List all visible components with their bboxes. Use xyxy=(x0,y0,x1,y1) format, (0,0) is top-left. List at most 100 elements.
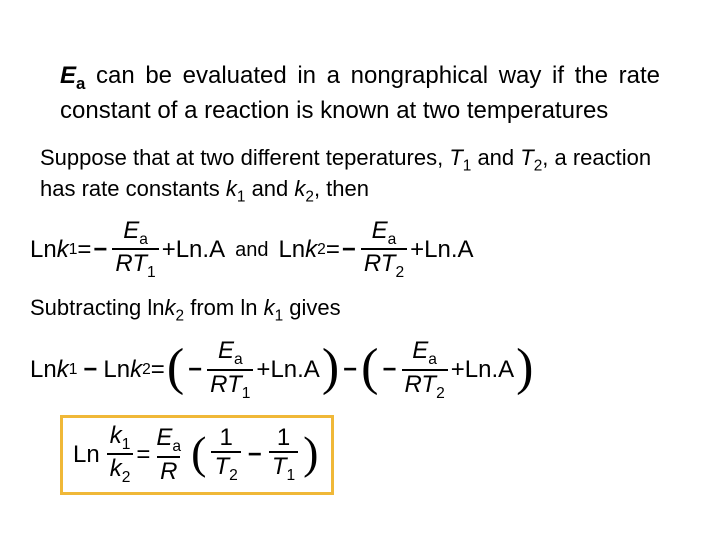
suppose-and2: and xyxy=(245,176,294,201)
eq3-a2: a xyxy=(428,351,437,368)
eq1-s1-l: 1 xyxy=(69,242,78,258)
eq3-s2: 2 xyxy=(142,362,151,378)
eq1-s2-r: 2 xyxy=(317,242,326,258)
intro-a: a xyxy=(76,74,85,93)
suppose-p1: Suppose that at two different teperature… xyxy=(40,145,449,170)
intro-paragraph: Ea can be evaluated in a nongraphical wa… xyxy=(60,60,660,126)
eq1-a-r: a xyxy=(388,231,397,248)
eq4-E: E xyxy=(156,424,172,451)
sub-k1: k xyxy=(264,295,275,320)
eq4-one-a: 1 xyxy=(216,426,235,451)
eq3-T1: T xyxy=(227,371,242,398)
eq1-k-l: k xyxy=(57,238,69,262)
sub-pre: Subtracting ln xyxy=(30,295,165,320)
eq4-t1frac: 1 T1 xyxy=(269,426,298,483)
eq1-Ln-l: Ln xyxy=(30,238,57,262)
rparen-2: ) xyxy=(514,347,535,389)
eq1-minus-r: − xyxy=(340,238,358,262)
sub-gives: gives xyxy=(283,295,340,320)
eq4-t2frac: 1 T2 xyxy=(211,426,240,483)
eq3-a1: a xyxy=(234,351,243,368)
eq3-LnA1: Ln.A xyxy=(270,358,319,382)
eq1-k-r: k xyxy=(305,238,317,262)
eq1-Ln-r: Ln xyxy=(278,238,305,262)
eq3-s1: 1 xyxy=(69,362,78,378)
suppose-k2s: 2 xyxy=(305,189,314,206)
eq1-E-l: E xyxy=(123,217,139,244)
eq4-T2: T xyxy=(214,453,229,480)
suppose-paragraph: Suppose that at two different teperature… xyxy=(40,144,660,207)
eq3-minus-big: − xyxy=(341,358,359,382)
eq3-plus2: + xyxy=(451,358,465,382)
intro-E: E xyxy=(60,62,76,89)
eq1-LnA-l: Ln.A xyxy=(176,238,225,262)
eq4-kfrac: k1 k2 xyxy=(107,424,134,486)
eq4-eq: = xyxy=(136,443,150,467)
eq1-eq-r: = xyxy=(326,238,340,262)
sub-2: 2 xyxy=(176,307,185,324)
eq4-one-b: 1 xyxy=(274,426,293,451)
eq1-LnA-r: Ln.A xyxy=(424,238,473,262)
eq1-T-r: T xyxy=(381,250,396,277)
suppose-and1: and xyxy=(471,145,520,170)
eq3-LnA2: Ln.A xyxy=(465,358,514,382)
eq3-E2: E xyxy=(412,337,428,364)
eq4-Efrac: Ea R xyxy=(153,426,184,483)
sub-1: 1 xyxy=(275,307,284,324)
suppose-k1: k xyxy=(226,176,237,201)
lparen-1: ( xyxy=(165,347,186,389)
eq3-Ln1: Ln xyxy=(30,358,57,382)
suppose-then: , then xyxy=(314,176,369,201)
eq1-eq-l: = xyxy=(77,238,91,262)
eq3-eq: = xyxy=(151,358,165,382)
eq1-E-r: E xyxy=(372,217,388,244)
eq3-frac1: Ea RT1 xyxy=(207,339,253,401)
eq1-Ts1-l: 1 xyxy=(147,264,156,281)
eq3-T2: T xyxy=(421,371,436,398)
suppose-T1: T xyxy=(449,145,462,170)
eq1-R-l: R xyxy=(115,250,132,277)
lparen-2: ( xyxy=(359,347,380,389)
eq4-rparen: ) xyxy=(301,435,320,472)
eq4-R: R xyxy=(160,458,177,485)
eq1-T-l: T xyxy=(132,250,147,277)
subtracting-line: Subtracting lnk2 from ln k1 gives xyxy=(30,295,660,325)
eq4-ks2: 2 xyxy=(122,469,131,486)
eq3-Ts2: 2 xyxy=(436,384,445,401)
eq1-frac-l: Ea RT1 xyxy=(112,219,158,281)
eq4-a: a xyxy=(172,438,181,455)
eq3-plus1: + xyxy=(256,358,270,382)
eq4-minus: − xyxy=(244,443,266,467)
slide-content: Ea can be evaluated in a nongraphical wa… xyxy=(0,0,720,549)
eq3-R1: R xyxy=(210,371,227,398)
equation-boxed-wrap: Ln k1 k2 = Ea R ( 1 T2 − 1 T1 ) xyxy=(30,415,660,495)
eq3-neg1: − xyxy=(186,358,204,382)
suppose-T2: T xyxy=(520,145,533,170)
equation-subtract: Lnk1 − Lnk2 = ( − Ea RT1 + Ln.A ) − ( − … xyxy=(30,339,660,401)
eq1-frac-r: Ea RT2 xyxy=(361,219,407,281)
eq1-plus-r: + xyxy=(410,238,424,262)
eq3-Ln2: Ln xyxy=(103,358,130,382)
eq3-k1: k xyxy=(57,358,69,382)
eq4-lparen: ( xyxy=(189,435,208,472)
eq-and: and xyxy=(235,240,268,260)
sub-mid: from ln xyxy=(184,295,263,320)
eq4-Ts2: 2 xyxy=(229,467,238,484)
eq4-Ln: Ln xyxy=(73,443,100,467)
eq4-k1: k xyxy=(110,422,122,449)
sub-k2: k xyxy=(165,295,176,320)
eq1-R-r: R xyxy=(364,250,381,277)
rparen-1: ) xyxy=(320,347,341,389)
eq1-plus-l: + xyxy=(162,238,176,262)
eq4-ks1: 1 xyxy=(122,436,131,453)
eq3-minus-mid: − xyxy=(77,358,103,382)
eq3-Ts1: 1 xyxy=(242,384,251,401)
suppose-k2: k xyxy=(294,176,305,201)
eq4-k2: k xyxy=(110,455,122,482)
eq1-Ts2-r: 2 xyxy=(395,264,404,281)
eq4-Ts1: 1 xyxy=(286,467,295,484)
intro-tail: can be evaluated in a nongraphical way i… xyxy=(60,62,660,124)
eq3-neg2: − xyxy=(380,358,398,382)
eq4-T1: T xyxy=(272,453,287,480)
eq3-E1: E xyxy=(218,337,234,364)
